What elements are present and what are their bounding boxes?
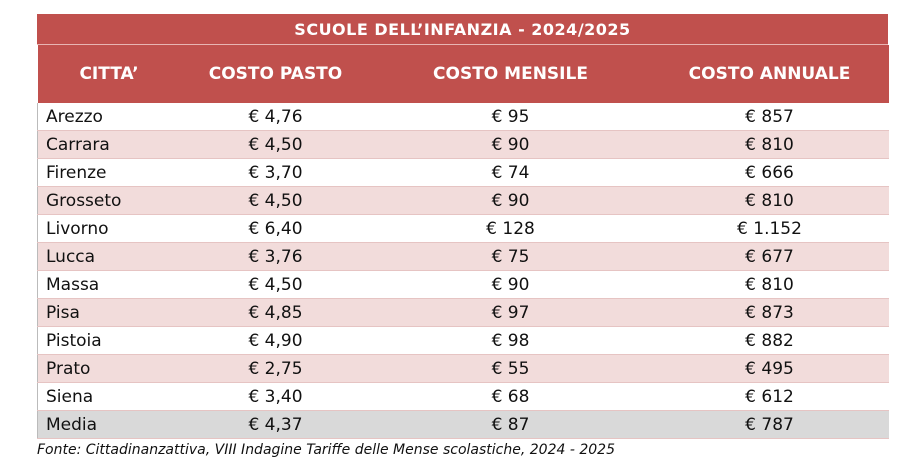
city-cell: Pisa [37, 298, 181, 327]
cost-cell: € 873 [650, 298, 889, 327]
table-row: Pisa € 4,85 € 97 € 873 [37, 298, 889, 327]
cost-cell: € 6,40 [180, 214, 371, 243]
cost-cell: € 68 [370, 382, 651, 411]
cost-cell: € 3,40 [180, 382, 371, 411]
table-body: Arezzo € 4,76 € 95 € 857 Carrara € 4,50 € 90 € … [37, 103, 889, 439]
city-cell: Prato [37, 354, 181, 383]
cost-cell: € 3,76 [180, 242, 371, 271]
cost-cell: € 87 [370, 410, 651, 439]
city-cell: Arezzo [37, 103, 181, 131]
table-row: Pistoia € 4,90 € 98 € 882 [37, 326, 889, 355]
cost-cell: € 882 [650, 326, 889, 355]
city-cell: Pistoia [37, 326, 181, 355]
cost-cell: € 495 [650, 354, 889, 383]
table-row: Firenze € 3,70 € 74 € 666 [37, 158, 889, 187]
cost-cell: € 4,90 [180, 326, 371, 355]
column-header: COSTO MENSILE [370, 45, 651, 103]
cost-cell: € 810 [650, 270, 889, 299]
city-cell: Carrara [37, 130, 181, 159]
cost-cell: € 857 [650, 103, 889, 131]
table-row: Carrara € 4,50 € 90 € 810 [37, 130, 889, 159]
cost-cell: € 666 [650, 158, 889, 187]
city-cell: Siena [37, 382, 181, 411]
cost-cell: € 74 [370, 158, 651, 187]
city-cell: Lucca [37, 242, 181, 271]
cost-cell: € 4,37 [180, 410, 371, 439]
cost-cell: € 4,76 [180, 103, 371, 131]
city-cell: Firenze [37, 158, 181, 187]
table-row: Lucca € 3,76 € 75 € 677 [37, 242, 889, 271]
cost-cell: € 90 [370, 270, 651, 299]
footnote: Fonte: Cittadinanzattiva, VIII Indagine … [37, 442, 615, 458]
table-row: Media € 4,37 € 87 € 787 [37, 410, 889, 439]
table-row: Livorno € 6,40 € 128 € 1.152 [37, 214, 889, 243]
table-row: Grosseto € 4,50 € 90 € 810 [37, 186, 889, 215]
cost-cell: € 810 [650, 130, 889, 159]
table-row: Siena € 3,40 € 68 € 612 [37, 382, 889, 411]
cost-cell: € 128 [370, 214, 651, 243]
column-header: CITTA’ [37, 45, 181, 103]
cost-cell: € 1.152 [650, 214, 889, 243]
cost-cell: € 4,50 [180, 270, 371, 299]
cost-cell: € 677 [650, 242, 889, 271]
cost-cell: € 810 [650, 186, 889, 215]
city-cell: Media [37, 410, 181, 439]
table-row: Massa € 4,50 € 90 € 810 [37, 270, 889, 299]
cost-cell: € 98 [370, 326, 651, 355]
cost-cell: € 75 [370, 242, 651, 271]
column-header: COSTO ANNUALE [650, 45, 889, 103]
table-row: Arezzo € 4,76 € 95 € 857 [37, 103, 889, 131]
cost-cell: € 95 [370, 103, 651, 131]
city-cell: Livorno [37, 214, 181, 243]
table-row: Prato € 2,75 € 55 € 495 [37, 354, 889, 383]
city-cell: Grosseto [37, 186, 181, 215]
cost-cell: € 4,50 [180, 130, 371, 159]
cost-cell: € 90 [370, 186, 651, 215]
cost-cell: € 90 [370, 130, 651, 159]
cost-cell: € 3,70 [180, 158, 371, 187]
table-container: SCUOLE DELL’INFANZIA - 2024/2025 CITTA’ C… [37, 14, 889, 439]
cost-cell: € 4,50 [180, 186, 371, 215]
column-header: COSTO PASTO [180, 45, 371, 103]
table-title: SCUOLE DELL’INFANZIA - 2024/2025 [37, 14, 888, 45]
cost-cell: € 612 [650, 382, 889, 411]
header-row: CITTA’ COSTO PASTO COSTO MENSILE COSTO ANNU… [37, 45, 889, 103]
city-cell: Massa [37, 270, 181, 299]
cost-cell: € 2,75 [180, 354, 371, 383]
cost-cell: € 97 [370, 298, 651, 327]
cost-cell: € 55 [370, 354, 651, 383]
cost-cell: € 4,85 [180, 298, 371, 327]
table: CITTA’ COSTO PASTO COSTO MENSILE COSTO ANNU… [37, 45, 889, 439]
cost-cell: € 787 [650, 410, 889, 439]
